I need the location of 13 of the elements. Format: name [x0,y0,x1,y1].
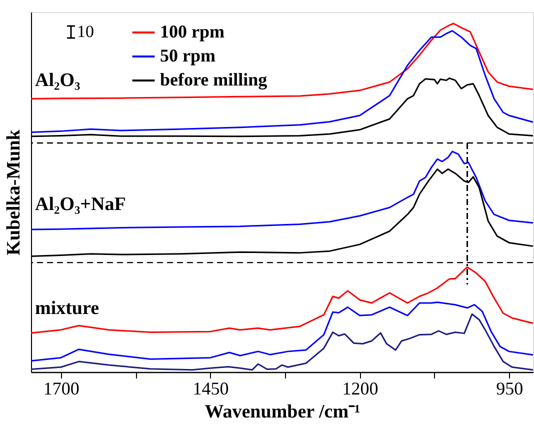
y-axis-title: Kubelka-Munk [4,129,24,256]
annotation: 10 [77,22,94,41]
x-tick-label: 1700 [43,378,80,398]
x-tick-label: 1450 [192,378,229,398]
annotation: Al₂O₃+NaF [35,194,126,215]
annotation: Al₂O₃ [35,70,80,91]
x-axis-title: Wavenumber /cm⁻¹ [204,402,360,422]
legend-label: 100 rpm [160,22,224,42]
legend-label: before milling [160,70,268,90]
legend-label: 50 rpm [160,46,216,66]
x-tick-label: 1200 [342,378,378,398]
x-tick-label: 950 [496,378,524,398]
annotation: mixture [35,298,100,319]
